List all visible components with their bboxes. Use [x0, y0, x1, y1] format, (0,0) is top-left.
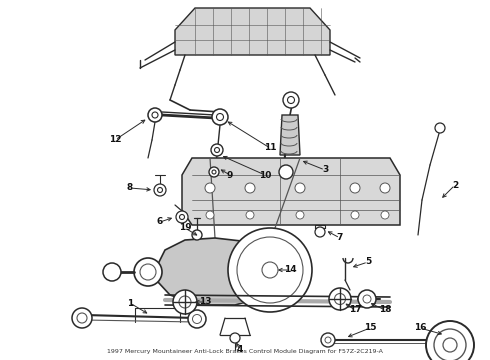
Text: 8: 8: [127, 184, 133, 193]
Circle shape: [173, 290, 197, 314]
Circle shape: [325, 337, 331, 343]
Circle shape: [237, 237, 303, 303]
Text: 11: 11: [264, 144, 276, 153]
Circle shape: [157, 188, 163, 193]
Circle shape: [262, 262, 278, 278]
Circle shape: [295, 183, 305, 193]
Circle shape: [77, 313, 87, 323]
Circle shape: [438, 350, 443, 355]
Circle shape: [350, 183, 360, 193]
Text: 2: 2: [452, 180, 458, 189]
Circle shape: [443, 338, 457, 352]
Circle shape: [451, 354, 456, 359]
Text: 1: 1: [127, 298, 133, 307]
Text: 5: 5: [365, 257, 371, 266]
Circle shape: [192, 230, 202, 240]
Circle shape: [211, 144, 223, 156]
Circle shape: [381, 211, 389, 219]
Circle shape: [246, 211, 254, 219]
Circle shape: [380, 183, 390, 193]
Circle shape: [152, 112, 158, 118]
Circle shape: [230, 333, 240, 343]
Circle shape: [206, 211, 214, 219]
Circle shape: [435, 123, 445, 133]
Circle shape: [217, 113, 223, 121]
Circle shape: [154, 184, 166, 196]
Circle shape: [296, 211, 304, 219]
Circle shape: [245, 183, 255, 193]
Text: 12: 12: [109, 135, 121, 144]
Text: 17: 17: [349, 306, 361, 315]
Circle shape: [460, 342, 465, 347]
Polygon shape: [175, 8, 330, 55]
Text: 15: 15: [364, 324, 376, 333]
Text: 1997 Mercury Mountaineer Anti-Lock Brakes Control Module Diagram for F57Z-2C219-: 1997 Mercury Mountaineer Anti-Lock Brake…: [107, 349, 383, 354]
Circle shape: [288, 96, 294, 104]
Text: 10: 10: [259, 171, 271, 180]
Circle shape: [215, 148, 220, 153]
Circle shape: [434, 329, 466, 360]
Circle shape: [103, 263, 121, 281]
Polygon shape: [280, 115, 300, 155]
Text: 4: 4: [237, 346, 243, 355]
Polygon shape: [155, 238, 278, 305]
Text: 16: 16: [414, 324, 426, 333]
Circle shape: [72, 308, 92, 328]
Text: 18: 18: [379, 306, 391, 315]
Circle shape: [363, 295, 371, 303]
Circle shape: [176, 211, 188, 223]
Circle shape: [193, 315, 201, 324]
Circle shape: [351, 211, 359, 219]
Circle shape: [279, 165, 293, 179]
Circle shape: [329, 288, 351, 310]
Circle shape: [205, 183, 215, 193]
Circle shape: [212, 109, 228, 125]
Text: 6: 6: [157, 217, 163, 226]
Circle shape: [451, 331, 456, 336]
Circle shape: [426, 321, 474, 360]
Text: 13: 13: [199, 297, 211, 306]
Circle shape: [438, 336, 443, 341]
Text: 9: 9: [227, 171, 233, 180]
Circle shape: [283, 92, 299, 108]
Circle shape: [315, 227, 325, 237]
Text: 19: 19: [179, 224, 191, 233]
Circle shape: [148, 108, 162, 122]
Text: 7: 7: [337, 234, 343, 243]
Polygon shape: [182, 158, 400, 225]
Circle shape: [358, 290, 376, 308]
Circle shape: [179, 296, 191, 308]
Circle shape: [212, 170, 216, 174]
Circle shape: [188, 310, 206, 328]
Circle shape: [134, 258, 162, 286]
Circle shape: [140, 264, 156, 280]
Circle shape: [335, 293, 345, 305]
Circle shape: [228, 228, 312, 312]
Text: 14: 14: [284, 266, 296, 274]
Circle shape: [321, 333, 335, 347]
Text: 3: 3: [322, 166, 328, 175]
Circle shape: [209, 167, 219, 177]
Circle shape: [179, 215, 185, 220]
